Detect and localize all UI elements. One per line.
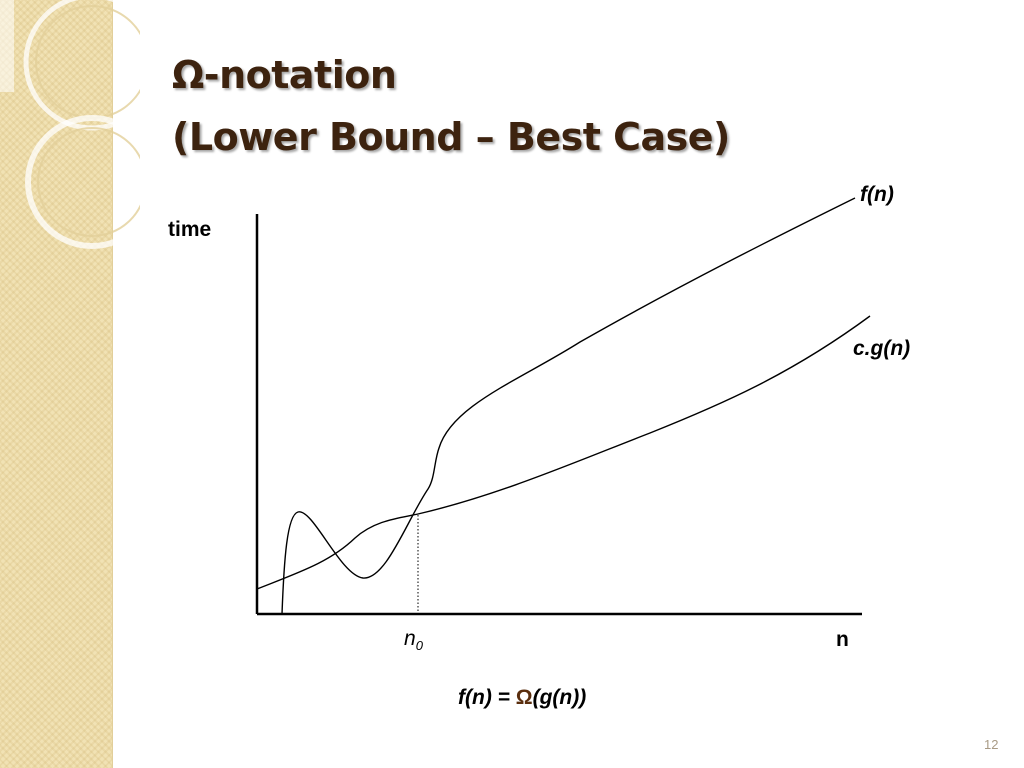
decorative-rings [0,0,140,249]
x-axis-label: n [836,628,849,651]
n0-label-subscript: 0 [415,638,423,654]
curve-cg-label: c.g(n) [853,337,911,360]
title-line-2: (Lower Bound – Best Case) [172,115,730,159]
title-line-1: Ω-notation [172,53,397,97]
slide-title: Ω-notation (Lower Bound – Best Case) [172,44,730,168]
slide-number: 12 [984,737,999,752]
formula-prefix: f(n) = [458,686,516,709]
formula-omega-symbol: Ω [515,686,533,709]
formula: f(n) = Ω(g(n)) [458,686,586,710]
curve-f-of-n [281,197,856,615]
formula-suffix: (g(n)) [532,686,587,709]
y-axis-label: time [168,218,212,241]
n0-label-base: n [404,627,416,650]
curve-f-label: f(n) [860,183,894,206]
curve-c-g-of-n [256,315,871,590]
n0-label: n0 [404,627,423,653]
